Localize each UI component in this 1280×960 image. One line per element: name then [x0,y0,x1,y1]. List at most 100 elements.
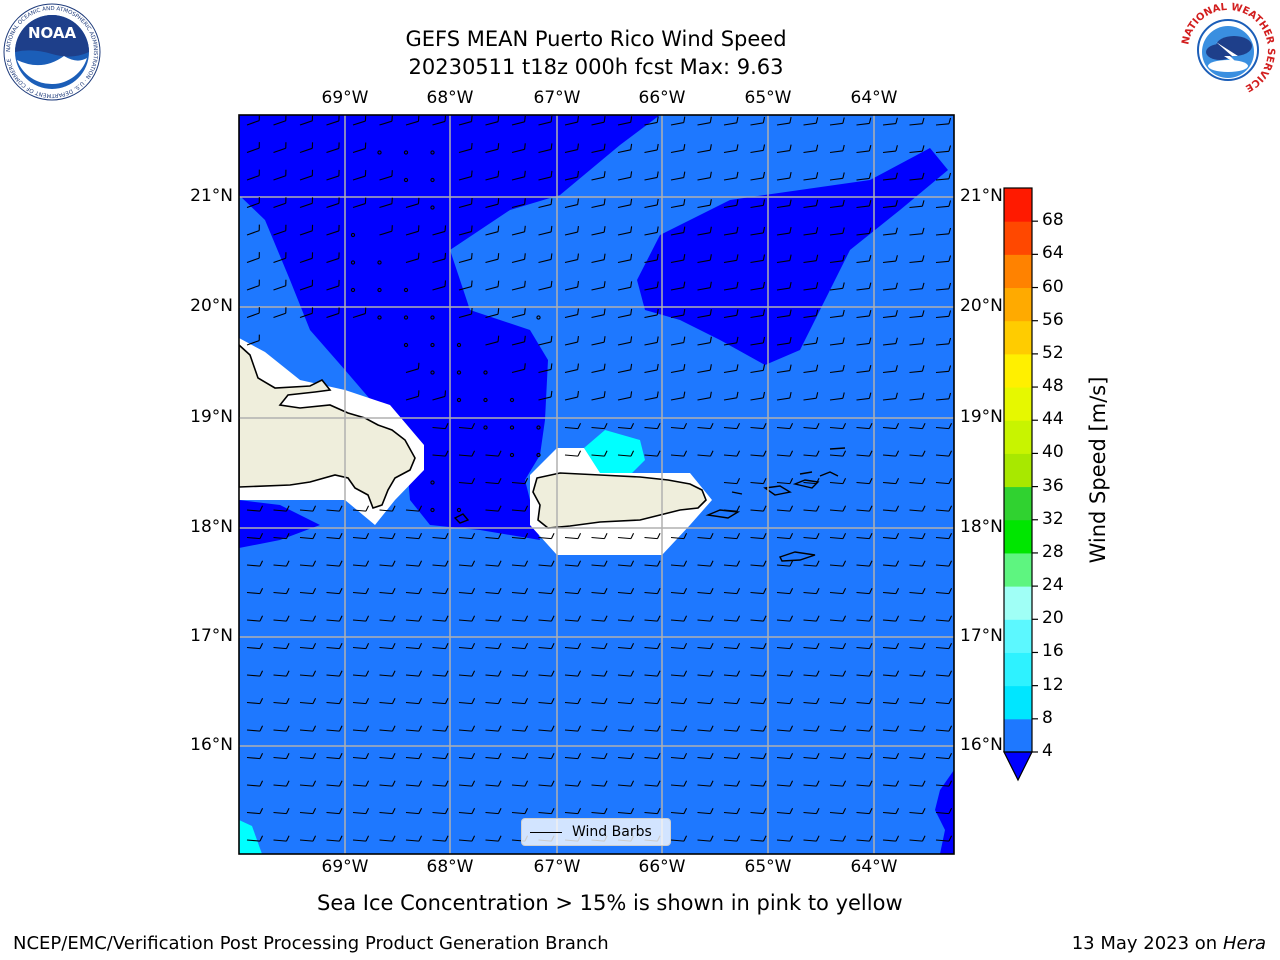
wind-barb [379,670,396,677]
wind-barb [803,835,820,842]
wind-barb [617,670,635,677]
wind-barb [829,560,847,567]
wind-barb [246,279,260,291]
wind-barb [538,780,555,787]
colorbar-tick-label: 8 [1042,707,1053,728]
wind-barb [935,200,952,209]
wind-barb [405,697,423,705]
wind-barb [352,725,370,732]
wind-barb [803,752,820,760]
wind-barb [564,725,582,732]
wind-barb [909,310,925,319]
wind-barb [882,255,898,264]
wind-barb [246,807,264,815]
wind-barb [509,452,515,458]
wind-barb [299,780,317,787]
wind-barb [829,807,847,815]
wind-barb [405,725,423,732]
wind-barb [564,697,582,705]
colorbar-label: Wind Speed [m/s] [1086,376,1110,564]
wind-barb [644,226,659,236]
wind-barb [909,255,925,264]
latitude-label-left: 18°N [190,517,233,537]
wind-barb [299,697,317,705]
wind-barb [379,780,396,787]
wind-barb [829,532,847,540]
wind-barb [723,422,741,430]
wind-barb [909,117,925,126]
wind-barb [432,642,449,650]
wind-barb [458,450,476,457]
wind-barb [485,198,500,209]
wind-barb [485,225,500,236]
map-title: GEFS MEAN Puerto Rico Wind Speed [405,27,787,51]
wind-barb [564,780,582,787]
wind-barb [935,780,953,787]
wind-barb [377,260,382,265]
wind-barb [617,422,635,430]
wind-barb [511,807,529,815]
wind-barb [564,450,582,457]
wind-barb [829,752,847,760]
wind-barb [485,725,502,732]
wind-barb [829,282,845,291]
wind-barb [697,422,714,430]
wind-barb [538,642,555,650]
wind-barb [485,642,502,650]
wind-barb [750,171,766,181]
colorbar-tick-label: 28 [1042,541,1064,562]
latitude-label-left: 21°N [190,186,233,206]
wind-barb [405,225,420,236]
wind-barb [829,199,845,209]
wind-barb [458,532,476,540]
wind-barb [750,450,767,457]
wind-barb [723,752,741,760]
wind-barb [935,450,953,457]
longitude-label-bottom: 66°W [638,857,686,877]
wind-barb [803,642,820,650]
wind-barb [511,505,529,512]
wind-barb [723,364,739,374]
wind-barb [273,807,290,815]
wind-barb [485,280,500,291]
wind-barb [935,422,953,430]
wind-barb [935,117,952,126]
longitude-label-top: 64°W [850,88,898,108]
wind-barb [246,752,264,760]
wind-barb [350,260,356,265]
wind-barb [856,697,873,705]
wind-barb [352,697,370,705]
wind-barb [856,505,873,512]
wind-barb [564,198,579,209]
wind-barb [882,642,900,650]
wind-barb [909,145,925,154]
wind-barb [697,615,714,622]
wind-barb [432,697,449,705]
wind-barb [273,587,290,595]
wind-barb [935,477,953,485]
wind-barb [299,587,317,595]
wind-barb [670,254,686,264]
wind-barb [670,725,688,732]
wind-barb [326,697,343,705]
wind-barb [935,587,953,595]
wind-barb [697,587,714,595]
wind-barb [776,615,794,622]
wind-barb [670,587,688,595]
wind-barb [909,725,926,732]
wind-barb [379,115,393,126]
wind-barb [670,422,688,430]
wind-barb [511,335,526,346]
wind-barb [273,279,287,291]
wind-barb [538,253,553,264]
wind-barb [909,807,926,815]
wind-barb [935,145,952,154]
wind-barb [432,225,447,236]
wind-barb [670,642,688,650]
wind-barb [246,670,264,677]
wind-barb [697,226,712,236]
wind-barb [723,587,741,595]
wind-barb [564,143,579,154]
wind-barb [697,807,714,815]
wind-barb [829,144,845,154]
